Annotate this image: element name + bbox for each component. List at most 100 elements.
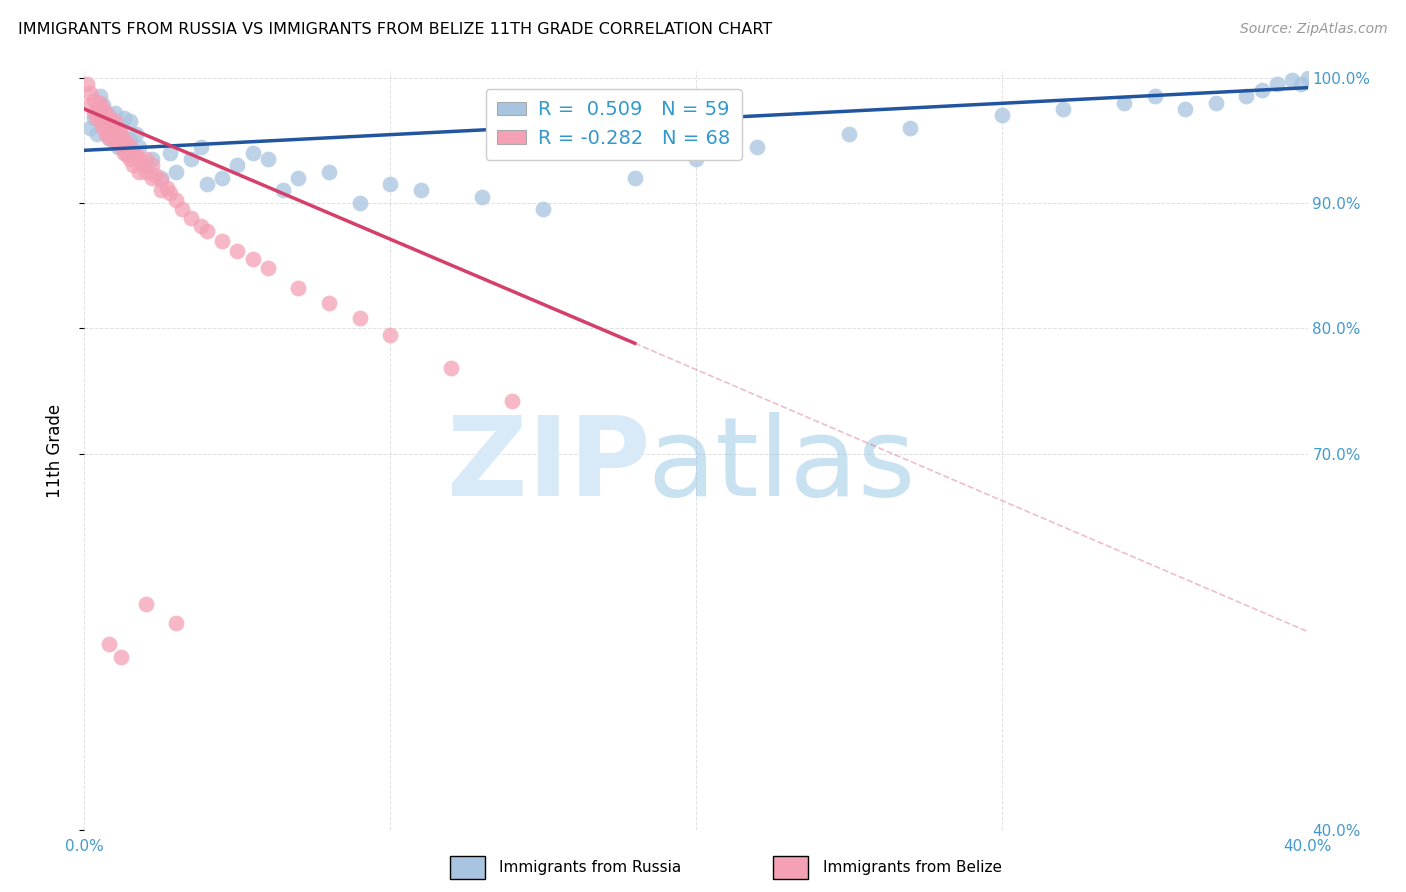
Point [624, 170, 647, 185]
Point [122, 148, 145, 162]
Point [122, 158, 145, 172]
Point [94, 105, 117, 120]
Point [97, 108, 120, 122]
Text: Immigrants from Belize: Immigrants from Belize [823, 860, 1001, 875]
Point [1143, 89, 1166, 103]
Point [838, 127, 860, 141]
Point [318, 164, 340, 178]
Point [287, 170, 309, 185]
Point [89, 105, 111, 120]
Point [79, 86, 101, 100]
Point [502, 394, 524, 409]
Point [89, 114, 111, 128]
Point [97, 637, 120, 651]
Point [115, 148, 138, 162]
Point [898, 120, 921, 135]
Point [149, 170, 172, 185]
Y-axis label: 11th Grade: 11th Grade [45, 403, 63, 498]
Point [86, 127, 108, 141]
Point [135, 164, 157, 178]
Point [122, 145, 145, 160]
Point [86, 102, 108, 116]
Point [141, 158, 163, 172]
Point [531, 202, 554, 217]
Point [380, 327, 402, 342]
Point [83, 105, 105, 120]
Text: atlas: atlas [647, 412, 915, 519]
Point [318, 296, 340, 310]
Point [91, 98, 114, 112]
Point [89, 102, 111, 116]
Point [1250, 83, 1272, 97]
Point [120, 139, 142, 153]
FancyBboxPatch shape [450, 856, 485, 879]
Point [135, 152, 157, 166]
Point [165, 164, 187, 178]
Point [211, 170, 233, 185]
Point [172, 202, 194, 217]
Point [110, 127, 132, 141]
Point [120, 152, 142, 166]
Point [1114, 95, 1136, 110]
Point [115, 136, 138, 150]
Legend: R =  0.509   N = 59, R = -0.282   N = 68: R = 0.509 N = 59, R = -0.282 N = 68 [485, 88, 742, 160]
Point [991, 108, 1014, 122]
Point [128, 164, 150, 178]
Point [104, 114, 127, 128]
Point [79, 120, 101, 135]
Text: ZIP: ZIP [447, 412, 651, 519]
Point [180, 152, 202, 166]
Point [97, 130, 120, 145]
Point [128, 139, 150, 153]
Text: Source: ZipAtlas.com: Source: ZipAtlas.com [1240, 22, 1388, 37]
Point [89, 89, 111, 103]
Point [120, 114, 142, 128]
Point [128, 152, 150, 166]
Point [120, 133, 142, 147]
Point [131, 158, 153, 172]
Point [110, 649, 132, 664]
Text: IMMIGRANTS FROM RUSSIA VS IMMIGRANTS FROM BELIZE 11TH GRADE CORRELATION CHART: IMMIGRANTS FROM RUSSIA VS IMMIGRANTS FRO… [18, 22, 772, 37]
Point [143, 169, 166, 183]
Point [141, 152, 163, 166]
Point [257, 261, 280, 276]
Text: Immigrants from Russia: Immigrants from Russia [499, 860, 682, 875]
Point [115, 145, 138, 160]
Point [107, 136, 129, 150]
Point [104, 123, 127, 137]
Point [165, 194, 187, 208]
Point [89, 95, 111, 110]
Point [257, 152, 280, 166]
Point [156, 181, 179, 195]
Point [180, 211, 202, 225]
Point [1205, 95, 1227, 110]
Point [349, 196, 371, 211]
Point [94, 127, 117, 141]
Point [1236, 89, 1258, 103]
Point [471, 189, 494, 203]
Point [159, 145, 181, 160]
Point [107, 123, 129, 137]
Point [101, 120, 124, 135]
Point [271, 183, 294, 197]
Point [149, 173, 172, 187]
Point [135, 158, 157, 172]
Point [685, 152, 707, 166]
Point [112, 145, 135, 160]
Point [1281, 73, 1303, 87]
Point [226, 244, 249, 258]
Point [112, 133, 135, 147]
Point [195, 223, 218, 237]
Point [1291, 77, 1313, 91]
Point [349, 311, 371, 326]
Point [440, 361, 463, 376]
Point [107, 139, 129, 153]
Point [104, 133, 127, 147]
Point [97, 120, 120, 135]
Point [242, 252, 264, 267]
Point [104, 136, 127, 150]
Point [112, 111, 135, 125]
Point [135, 597, 157, 611]
Point [287, 281, 309, 295]
Point [1296, 70, 1319, 85]
